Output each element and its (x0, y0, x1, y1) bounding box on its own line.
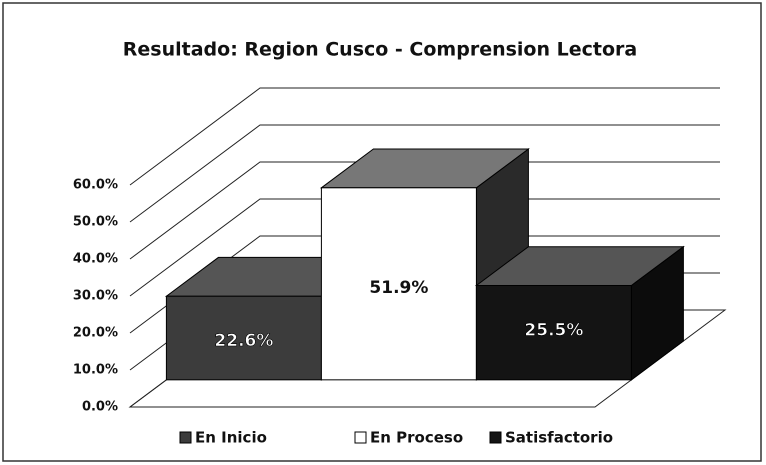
y-tick-label: 0.0% (82, 400, 118, 415)
grid-line (129, 124, 720, 223)
legend-swatch (354, 431, 367, 444)
value-label: 51.9% (369, 278, 428, 298)
y-tick-label: 10.0% (73, 363, 118, 378)
legend-label: Satisfactorio (505, 429, 613, 447)
value-label: 25.5% (524, 320, 583, 340)
y-tick-label: 30.0% (73, 289, 118, 304)
y-tick-label: 60.0% (73, 178, 118, 193)
y-tick-label: 50.0% (73, 215, 118, 230)
legend-label: En Inicio (195, 429, 267, 447)
legend-swatch (489, 431, 502, 444)
bar (475, 284, 632, 381)
grid-line (129, 87, 720, 186)
value-label: 22.6% (214, 331, 273, 351)
grid-line (129, 161, 720, 260)
y-tick-label: 20.0% (73, 326, 118, 341)
legend-label: En Proceso (370, 429, 463, 447)
y-tick-label: 40.0% (73, 252, 118, 267)
chart-title: Resultado: Region Cusco - Comprension Le… (123, 39, 637, 61)
grid-line (129, 198, 720, 297)
bar (320, 187, 477, 381)
legend-swatch (179, 431, 192, 444)
